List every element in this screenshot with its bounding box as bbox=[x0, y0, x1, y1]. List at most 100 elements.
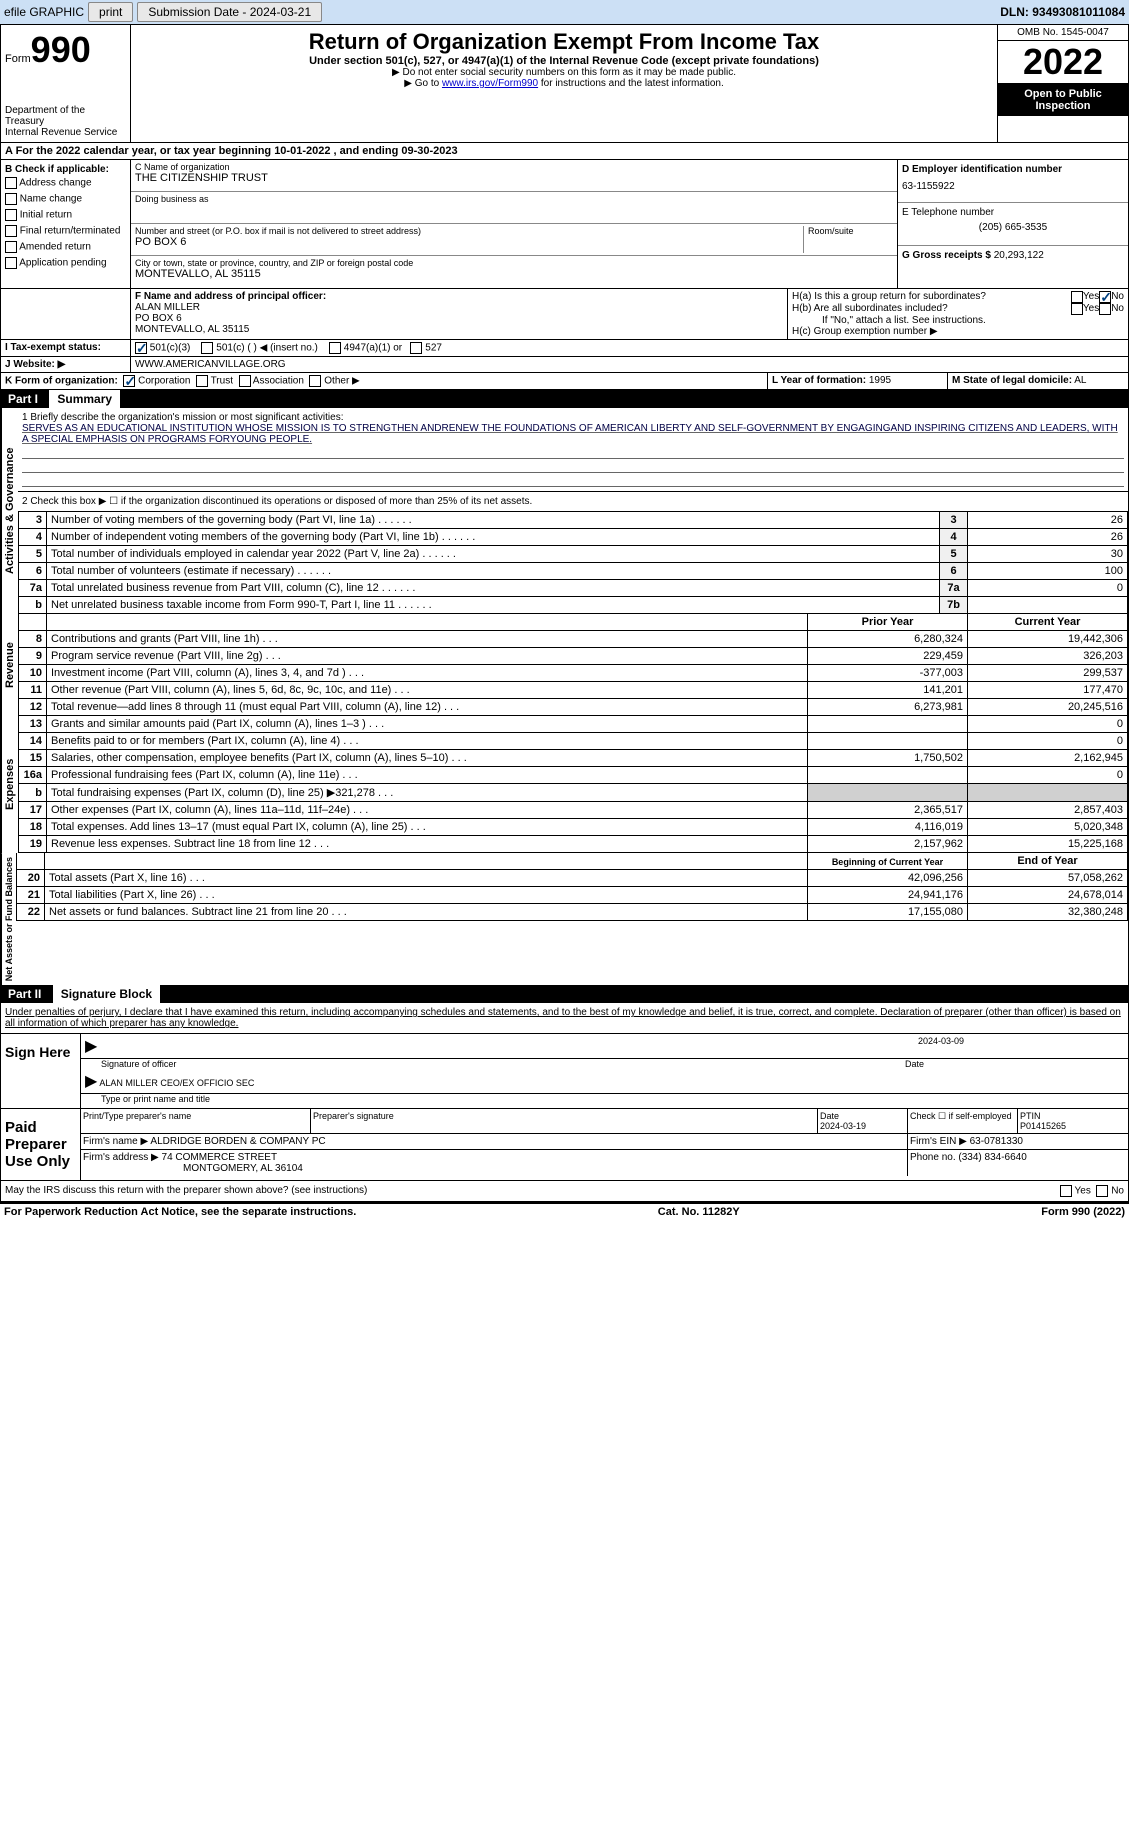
line-num: 14 bbox=[19, 733, 47, 750]
check-pending[interactable] bbox=[5, 257, 17, 269]
efile-bar: efile GRAPHIC print Submission Date - 20… bbox=[0, 0, 1129, 24]
current-val: 0 bbox=[968, 767, 1128, 784]
check-501c[interactable] bbox=[201, 342, 213, 354]
line-text: Salaries, other compensation, employee b… bbox=[47, 750, 808, 767]
current-val: 15,225,168 bbox=[968, 836, 1128, 853]
part2-label: Part II bbox=[8, 987, 41, 1001]
current-val: 57,058,262 bbox=[968, 870, 1128, 887]
line-num: 19 bbox=[19, 836, 47, 853]
line-val: 26 bbox=[968, 512, 1128, 529]
line-num: b bbox=[19, 784, 47, 802]
line-val bbox=[968, 597, 1128, 614]
prior-val: 6,280,324 bbox=[808, 631, 968, 648]
line-num: b bbox=[19, 597, 47, 614]
line-num: 4 bbox=[19, 529, 47, 546]
section-exp: Expenses 13Grants and similar amounts pa… bbox=[0, 716, 1129, 853]
vert-expenses: Expenses bbox=[1, 716, 18, 853]
prep-date: 2024-03-19 bbox=[820, 1121, 905, 1131]
check-address[interactable] bbox=[5, 177, 17, 189]
omb-number: OMB No. 1545-0047 bbox=[998, 25, 1128, 41]
line-text: Net assets or fund balances. Subtract li… bbox=[45, 904, 808, 921]
firm-name-label: Firm's name ▶ bbox=[83, 1136, 148, 1147]
hb-yes[interactable] bbox=[1071, 303, 1083, 315]
check-assoc[interactable] bbox=[239, 375, 251, 387]
line-text: Total revenue—add lines 8 through 11 (mu… bbox=[47, 699, 808, 716]
check-name[interactable] bbox=[5, 193, 17, 205]
year-formation: 1995 bbox=[869, 375, 891, 386]
current-val: 0 bbox=[968, 733, 1128, 750]
line-text: Program service revenue (Part VIII, line… bbox=[47, 648, 808, 665]
hb-no[interactable] bbox=[1099, 303, 1111, 315]
check-501c3[interactable] bbox=[135, 342, 147, 354]
discuss-yes[interactable] bbox=[1060, 1185, 1072, 1197]
opt-527: 527 bbox=[425, 343, 442, 354]
phone: (205) 665-3535 bbox=[902, 222, 1124, 233]
prior-val: 2,365,517 bbox=[808, 802, 968, 819]
dept-treasury: Department of the Treasury bbox=[5, 105, 126, 127]
current-val: 0 bbox=[968, 716, 1128, 733]
check-initial[interactable] bbox=[5, 209, 17, 221]
line-val: 0 bbox=[968, 580, 1128, 597]
officer-addr: PO BOX 6 bbox=[135, 313, 783, 324]
no-label: No bbox=[1111, 1186, 1124, 1197]
gross-receipts: 20,293,122 bbox=[994, 250, 1044, 261]
prior-val bbox=[808, 767, 968, 784]
part2-header: Part II Signature Block bbox=[0, 985, 1129, 1003]
current-val: 326,203 bbox=[968, 648, 1128, 665]
print-button[interactable]: print bbox=[88, 2, 133, 22]
netassets-table: Beginning of Current YearEnd of Year 20T… bbox=[16, 853, 1128, 921]
form-subtitle: Under section 501(c), 527, or 4947(a)(1)… bbox=[135, 55, 993, 67]
current-val: 2,857,403 bbox=[968, 802, 1128, 819]
efile-graphic: efile GRAPHIC bbox=[4, 5, 84, 19]
governance-table: 3Number of voting members of the governi… bbox=[18, 512, 1128, 614]
ha-no[interactable] bbox=[1099, 291, 1111, 303]
line-num: 15 bbox=[19, 750, 47, 767]
check-trust[interactable] bbox=[196, 375, 208, 387]
check-4947[interactable] bbox=[329, 342, 341, 354]
opt-4947: 4947(a)(1) or bbox=[344, 343, 402, 354]
line-text: Total assets (Part X, line 16) . . . bbox=[45, 870, 808, 887]
prior-val: 17,155,080 bbox=[808, 904, 968, 921]
line-box: 6 bbox=[940, 563, 968, 580]
form-header: Form990 Department of the Treasury Inter… bbox=[0, 24, 1129, 143]
prep-date-label: Date bbox=[820, 1111, 905, 1121]
footer: For Paperwork Reduction Act Notice, see … bbox=[0, 1202, 1129, 1220]
part2-title: Signature Block bbox=[53, 985, 160, 1003]
check-527[interactable] bbox=[410, 342, 422, 354]
check-final[interactable] bbox=[5, 225, 17, 237]
section-rev: Revenue Prior YearCurrent Year 8Contribu… bbox=[0, 614, 1129, 716]
line-box: 7a bbox=[940, 580, 968, 597]
prior-val: 229,459 bbox=[808, 648, 968, 665]
line-text: Revenue less expenses. Subtract line 18 … bbox=[47, 836, 808, 853]
line-num: 10 bbox=[19, 665, 47, 682]
opt-other: Other ▶ bbox=[324, 376, 359, 387]
check-corp[interactable] bbox=[123, 375, 135, 387]
irs-link[interactable]: www.irs.gov/Form990 bbox=[442, 78, 538, 89]
vert-revenue: Revenue bbox=[1, 614, 18, 716]
officer-name: ALAN MILLER bbox=[135, 302, 783, 313]
check-amended[interactable] bbox=[5, 241, 17, 253]
domicile: AL bbox=[1074, 375, 1086, 386]
col-c: C Name of organizationTHE CITIZENSHIP TR… bbox=[131, 160, 898, 288]
b-initial: Initial return bbox=[20, 210, 72, 221]
line-box: 3 bbox=[940, 512, 968, 529]
org-name: THE CITIZENSHIP TRUST bbox=[135, 172, 893, 184]
check-other[interactable] bbox=[309, 375, 321, 387]
sig-officer-label: Signature of officer bbox=[101, 1059, 176, 1069]
line-num: 9 bbox=[19, 648, 47, 665]
line-val: 30 bbox=[968, 546, 1128, 563]
vert-netassets: Net Assets or Fund Balances bbox=[1, 853, 16, 985]
b-address: Address change bbox=[19, 178, 91, 189]
b-amended: Amended return bbox=[19, 242, 91, 253]
prior-val bbox=[808, 716, 968, 733]
line-num: 3 bbox=[19, 512, 47, 529]
col-prior: Prior Year bbox=[808, 614, 968, 631]
line-num: 21 bbox=[17, 887, 45, 904]
header-grid: B Check if applicable: Address change Na… bbox=[0, 160, 1129, 289]
ha-yes[interactable] bbox=[1071, 291, 1083, 303]
c-addr-label: Number and street (or P.O. box if mail i… bbox=[135, 226, 803, 236]
current-val: 5,020,348 bbox=[968, 819, 1128, 836]
line-num: 12 bbox=[19, 699, 47, 716]
discuss-no[interactable] bbox=[1096, 1185, 1108, 1197]
line-text: Other revenue (Part VIII, column (A), li… bbox=[47, 682, 808, 699]
